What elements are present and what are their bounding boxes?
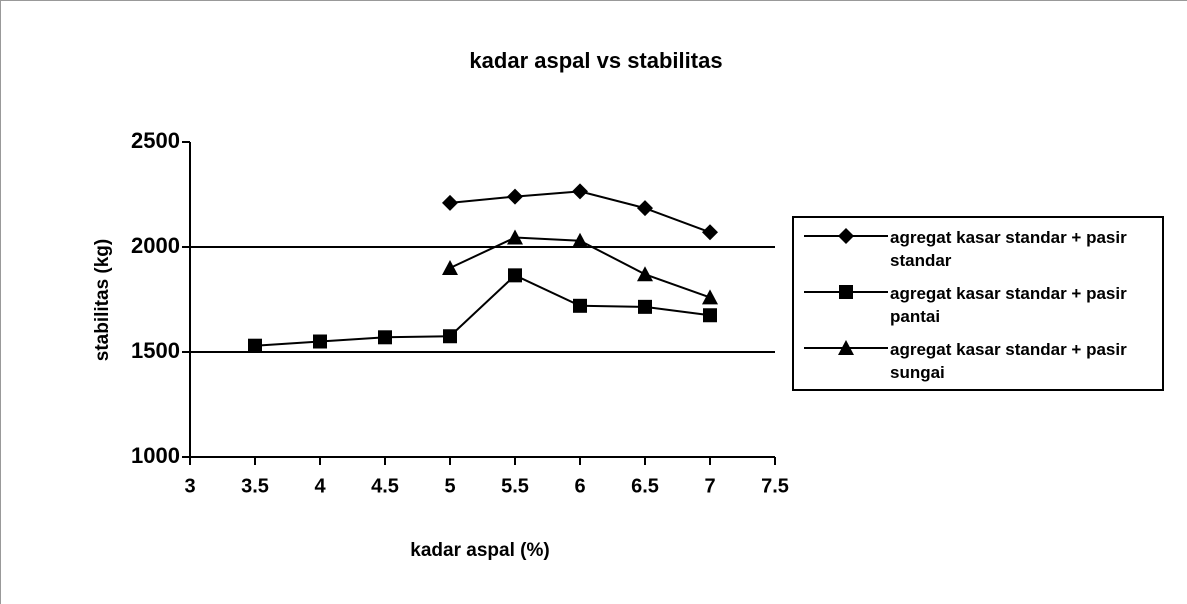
marker xyxy=(702,224,718,241)
marker xyxy=(508,268,522,283)
marker xyxy=(703,308,717,323)
x-tick-label: 6 xyxy=(574,475,585,497)
legend: agregat kasar standar + pasir standar agr… xyxy=(792,216,1164,391)
legend-swatch xyxy=(804,340,888,355)
legend-label: agregat kasar standar + pasir pantai xyxy=(890,284,1127,326)
marker xyxy=(507,229,523,245)
x-tick-label: 6.5 xyxy=(631,475,659,497)
series-line xyxy=(254,274,711,347)
marker xyxy=(442,260,458,275)
legend-label: agregat kasar standar + pasir standar xyxy=(890,228,1127,270)
x-tick-label: 7.5 xyxy=(761,475,789,497)
legend-swatch xyxy=(804,228,888,244)
marker xyxy=(442,194,458,211)
legend-item: agregat kasar standar + pasir standar xyxy=(794,224,1164,278)
marker xyxy=(573,298,587,313)
marker xyxy=(638,299,652,314)
marker xyxy=(838,228,854,244)
y-tick-label: 2500 xyxy=(131,128,180,153)
chart-title: kadar aspal vs stabilitas xyxy=(469,48,722,73)
marker xyxy=(313,334,327,349)
marker xyxy=(637,266,653,282)
x-tick-label: 5.5 xyxy=(501,475,529,497)
marker xyxy=(572,183,588,200)
x-tick-label: 3 xyxy=(184,475,195,497)
y-tick-label: 1500 xyxy=(131,338,180,363)
marker xyxy=(572,232,588,248)
x-tick-label: 3.5 xyxy=(241,475,269,497)
x-tick-label: 4.5 xyxy=(371,475,399,497)
legend-swatch xyxy=(804,285,888,299)
marker xyxy=(702,289,718,305)
y-tick-label: 2000 xyxy=(131,233,180,258)
x-tick-label: 5 xyxy=(444,475,455,497)
x-tick-label: 4 xyxy=(314,475,326,497)
marker xyxy=(838,340,854,355)
legend-item: agregat kasar standar + pasir pantai xyxy=(794,280,1164,334)
x-tick-label: 7 xyxy=(704,475,715,497)
marker xyxy=(248,338,262,353)
legend-item: agregat kasar standar + pasir sungai xyxy=(794,336,1164,390)
x-axis-label: kadar aspal (%) xyxy=(410,540,549,561)
marker xyxy=(507,188,523,205)
marker xyxy=(839,285,853,299)
y-axis-label: stabilitas (kg) xyxy=(92,239,113,361)
marker xyxy=(443,329,457,344)
y-tick-label: 1000 xyxy=(131,443,180,468)
marker xyxy=(378,330,392,345)
legend-label: agregat kasar standar + pasir sungai xyxy=(890,340,1127,382)
marker xyxy=(637,200,653,217)
